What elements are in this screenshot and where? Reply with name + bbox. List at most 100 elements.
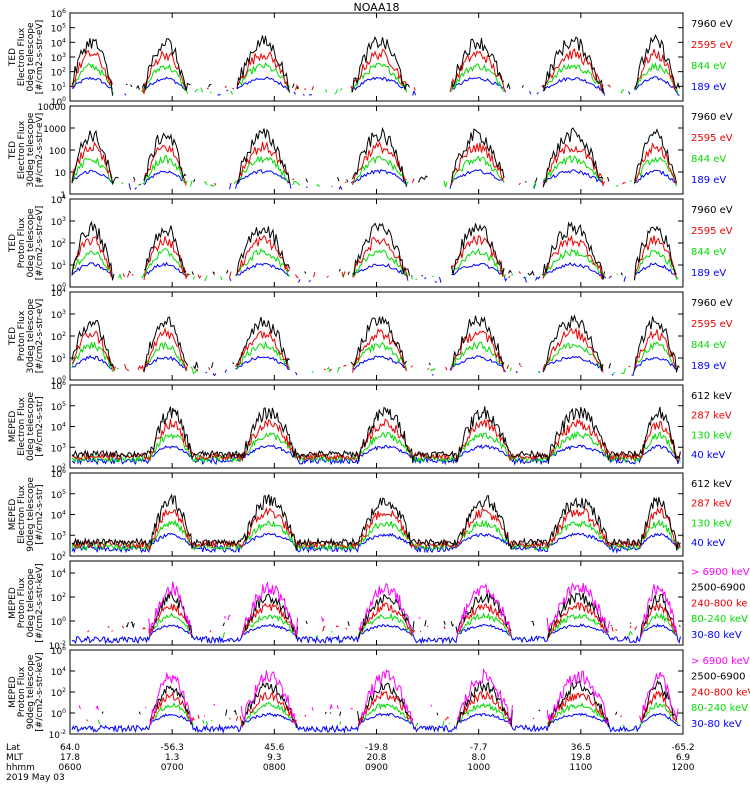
legend-entry: > 6900 keV — [691, 567, 750, 578]
series-line-black — [71, 33, 680, 96]
y-axis-label: MEPEDProton Flux0deg telescope[#/cm2-s-s… — [8, 563, 45, 642]
legend-entry: 2595 eV — [691, 319, 733, 330]
panel-5: 102 103 104 105 106 MEPEDElectron Flux0deg te… — [8, 380, 732, 475]
legend-entry: 7960 eV — [691, 205, 733, 216]
y-tick-label: 100 — [51, 375, 66, 387]
footer-mlt-value: 8.0 — [472, 753, 487, 763]
footer-row-label: hhmm — [6, 763, 35, 773]
legend-entry: 40 keV — [691, 450, 725, 461]
series-line-blue — [71, 354, 677, 377]
legend-entry: 240-800 keV — [691, 687, 750, 698]
y-tick-label: 103 — [51, 309, 66, 321]
panel-1: 100 101 102 103 104 105 106 TEDElectron Flux0de… — [8, 8, 733, 108]
series-line-black — [71, 313, 680, 373]
series-line-red — [72, 235, 680, 280]
legend-entry: 189 eV — [691, 82, 726, 93]
panel-3: 100 101 102 103 104 TEDProton Flux0deg telesc… — [8, 194, 733, 294]
footer-hhmm-value: 0800 — [263, 763, 286, 773]
y-axis-label: MEPEDProton Flux90deg telescope[#/cm2-s-… — [8, 652, 45, 731]
panel-8: 10-2 100 102 104 106 MEPEDProton Flux90deg te… — [8, 645, 750, 741]
footer-row-label: Lat — [6, 743, 21, 753]
series-line-blue — [71, 261, 677, 284]
series-line-green — [97, 701, 679, 727]
y-tick-label: 1000 — [43, 125, 66, 135]
series-line-red — [71, 418, 681, 462]
y-tick-label: 104 — [51, 287, 66, 299]
legend-entry: 189 eV — [691, 175, 726, 186]
series-line-black — [101, 679, 678, 729]
footer-mlt-value: 6.9 — [676, 753, 691, 763]
footer-lat-value: 45.6 — [264, 743, 284, 753]
y-axis-label: MEPEDElectron Flux90deg telescope[#/cm2-… — [8, 477, 45, 552]
footer-lat-value: -7.7 — [470, 743, 488, 753]
series-line-green — [71, 518, 681, 552]
y-tick-label: 102 — [51, 67, 66, 79]
series-line-green — [71, 247, 679, 281]
y-tick-label: 102 — [51, 687, 66, 699]
legend-entry: 844 eV — [691, 154, 726, 165]
legend-entry: 130 keV — [691, 430, 732, 441]
y-tick-label: 101 — [51, 81, 66, 93]
y-tick-label: 104 — [51, 666, 66, 678]
y-tick-label: 102 — [51, 331, 66, 343]
y-tick-label: 105 — [51, 489, 66, 501]
footer-mlt-value: 17.8 — [60, 753, 80, 763]
footer-lat-value: 64.0 — [60, 743, 80, 753]
series-line-magenta — [149, 582, 681, 638]
legend-entry: 844 eV — [691, 340, 726, 351]
y-axis-label: TEDElectron Flux0deg telescope[#/cm2-s-s… — [8, 20, 45, 95]
y-tick-label: 103 — [51, 52, 66, 64]
series-line-blue — [71, 532, 681, 554]
y-tick-label: 106 — [51, 8, 66, 20]
series-line-black — [72, 128, 680, 187]
footer-hhmm-value: 0700 — [161, 763, 184, 773]
series-line-red — [71, 506, 681, 551]
series-line-green — [71, 340, 677, 375]
footer-lat-value: -56.3 — [161, 743, 184, 753]
footer-hhmm-value: 0600 — [59, 763, 82, 773]
footer-hhmm-value: 1200 — [672, 763, 695, 773]
series-line-green — [71, 61, 679, 95]
y-tick-label: 100 — [51, 96, 66, 108]
legend-entry: 30-80 keV — [691, 719, 742, 730]
y-tick-label: 10000 — [37, 103, 66, 113]
y-axis-label: MEPEDElectron Flux0deg telescope[#/cm2-s… — [8, 392, 45, 462]
y-tick-label: 100 — [51, 708, 66, 720]
panel-frame — [69, 384, 684, 469]
series-line-red — [71, 48, 677, 95]
y-tick-label: 105 — [51, 23, 66, 35]
y-tick-label: 100 — [51, 282, 66, 294]
legend-entry: 80-240 keV — [691, 614, 748, 625]
panel-frame — [69, 472, 684, 557]
y-tick-label: 101 — [51, 353, 66, 365]
footer-lat-value: -19.8 — [365, 743, 389, 753]
y-tick-label: 10-2 — [49, 729, 67, 741]
chart-title: NOAA18 — [353, 1, 399, 14]
legend-entry: 7960 eV — [691, 112, 733, 123]
series-line-red — [71, 326, 677, 373]
legend-entry: 80-240 keV — [691, 703, 748, 714]
y-tick-label: 102 — [51, 592, 66, 604]
footer-lat-value: 36.5 — [571, 743, 591, 753]
y-tick-label: 106 — [51, 380, 66, 392]
y-tick-label: 106 — [51, 645, 66, 657]
y-tick-label: 104 — [51, 37, 66, 49]
series-line-red — [87, 601, 677, 639]
legend-entry: 2595 eV — [691, 40, 733, 51]
y-tick-label: 10 — [55, 169, 67, 179]
footer-mlt-value: 19.8 — [571, 753, 591, 763]
y-tick-label: 10-2 — [49, 640, 67, 652]
y-tick-label: 1 — [60, 191, 66, 201]
legend-entry: 612 keV — [691, 479, 732, 490]
y-tick-label: 106 — [51, 468, 66, 480]
y-axis-label: TEDProton Flux0deg telescope[#/cm2-s-str… — [8, 206, 45, 281]
series-line-black — [71, 406, 681, 464]
y-tick-label: 101 — [51, 260, 66, 272]
y-tick-label: 104 — [51, 510, 66, 522]
y-axis-label: TEDElectron Flux30deg telescope[#/cm2-s-… — [8, 112, 45, 187]
y-tick-label: 102 — [51, 238, 66, 250]
y-tick-label: 102 — [51, 463, 66, 475]
